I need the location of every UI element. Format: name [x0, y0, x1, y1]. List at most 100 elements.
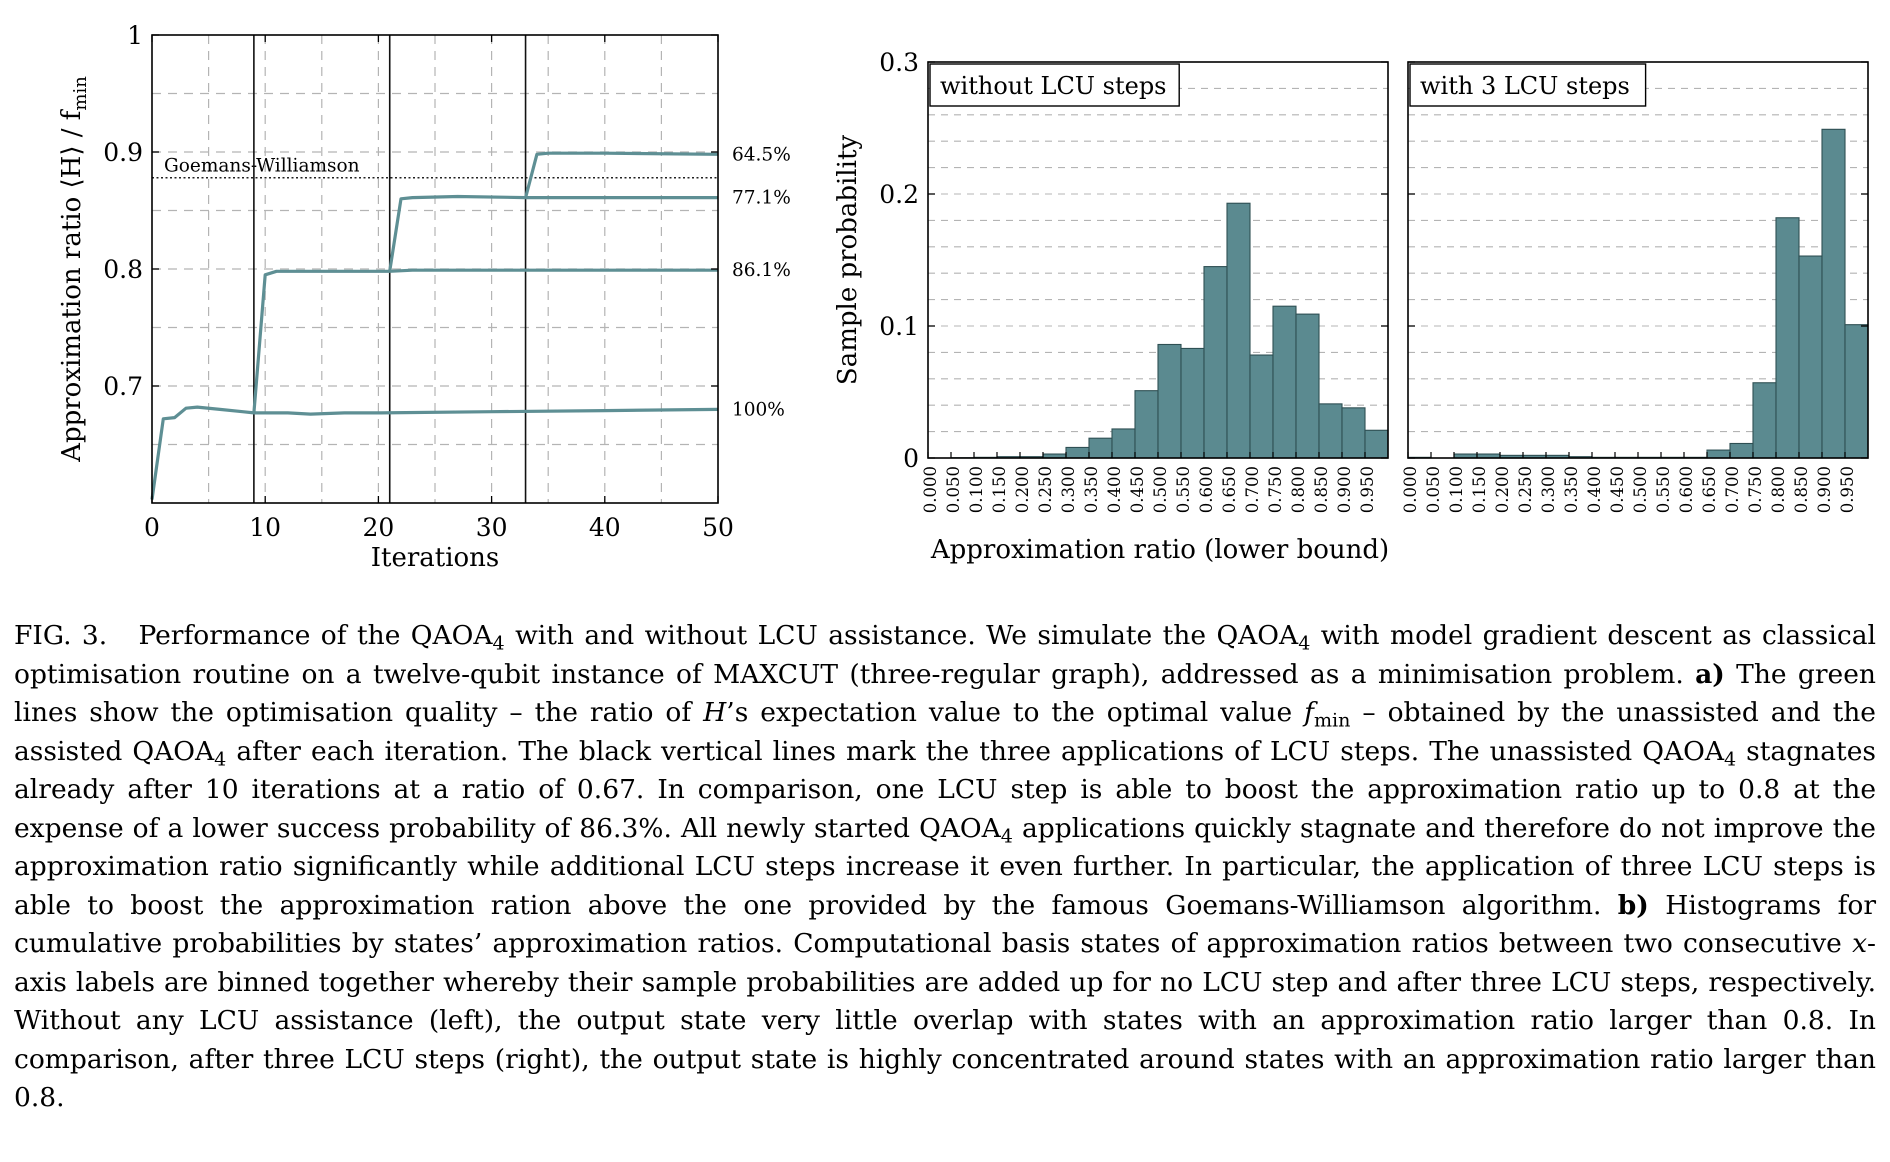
- figure-label: FIG. 3.: [14, 620, 108, 651]
- x-tick-label: 0.650: [1220, 466, 1239, 513]
- x-tick-label: 0.600: [1677, 466, 1696, 513]
- figure-caption: FIG. 3. Performance of the QAOA4 with an…: [14, 617, 1876, 1118]
- x-tick-label: 0.700: [1243, 466, 1262, 513]
- x-tick-label: 0.800: [1769, 466, 1788, 513]
- x-tick-label: 0.350: [1082, 466, 1101, 513]
- caption-text: The green lines show the optimisation qu…: [14, 658, 1876, 729]
- x-tick-label: 0.550: [1174, 466, 1193, 513]
- histogram-bar: [1775, 217, 1800, 459]
- histogram-bar: [1157, 343, 1182, 459]
- caption-part-b-label: b): [1617, 889, 1649, 921]
- x-tick-label: 0.350: [1562, 466, 1581, 513]
- caption-text: – obtained by the unassisted and the ass…: [14, 697, 1876, 767]
- series-line: [524, 151, 719, 199]
- series-line: [388, 194, 718, 272]
- x-tick-label: 0.300: [1059, 466, 1078, 513]
- caption-text: after each iteration. The black vertical…: [226, 735, 1724, 767]
- caption-text: with and without LCU assistance. We simu…: [504, 620, 1299, 651]
- y-axis-label-subscript: min: [70, 76, 91, 111]
- caption-subscript: 4: [1000, 825, 1013, 848]
- panel-title: with 3 LCU steps: [1420, 72, 1630, 100]
- x-tick-label: 0.300: [1539, 466, 1558, 513]
- histogram-bar: [1706, 449, 1731, 459]
- histogram-bar: [1729, 442, 1754, 459]
- histogram-bar: [1111, 428, 1136, 459]
- histogram-bar: [1341, 407, 1366, 459]
- x-tick-label: 0.750: [1266, 466, 1285, 513]
- caption-math: f: [1304, 697, 1314, 728]
- y-tick-label: 0.2: [879, 180, 919, 209]
- x-tick-label: 0.400: [1105, 466, 1124, 513]
- x-tick-label: 0.900: [1815, 466, 1834, 513]
- series-end-label: 77.1%: [732, 188, 791, 209]
- caption-text: with model gradient descent as classical…: [14, 620, 1876, 690]
- panel-title: without LCU steps: [940, 72, 1167, 100]
- caption-subscript: 4: [1298, 632, 1311, 655]
- y-tick-label: 0.8: [103, 255, 143, 284]
- caption-subscript: min: [1313, 709, 1351, 732]
- y-tick-label: 0: [903, 444, 919, 473]
- series-line: [252, 268, 718, 414]
- x-tick-label: 40: [589, 513, 621, 542]
- x-tick-label: 50: [702, 513, 734, 542]
- x-tick-label: 20: [362, 513, 394, 542]
- x-tick-label: 0.750: [1746, 466, 1765, 513]
- caption-math: x: [1852, 928, 1868, 959]
- x-tick-label: 0.650: [1700, 466, 1719, 513]
- series-end-label: 100%: [732, 399, 785, 420]
- x-tick-label: 0.200: [1013, 466, 1032, 513]
- y-tick-label: 1: [127, 21, 143, 50]
- panel-b-histogram-without-lcu: 0 0.1 0.2 0.3 0.000 0.050 0.100 0.150 0.200 0.250…: [833, 48, 1389, 513]
- x-tick-label: 0.150: [1470, 466, 1489, 513]
- histogram-bar: [1364, 429, 1389, 459]
- caption-part-a-label: a): [1695, 658, 1725, 690]
- x-tick-label: 0.800: [1289, 466, 1308, 513]
- histogram-bar: [1088, 437, 1113, 459]
- histogram-bar: [1272, 305, 1297, 459]
- x-tick-label: 0.550: [1654, 466, 1673, 513]
- x-tick-label: 0.850: [1792, 466, 1811, 513]
- x-tick-label: 0.900: [1335, 466, 1354, 513]
- x-tick-label: 0.100: [967, 466, 986, 513]
- histogram-bar: [1134, 390, 1159, 459]
- histogram-bar: [1798, 255, 1823, 459]
- x-tick-label: 0.950: [1838, 466, 1857, 513]
- panel-b-histogram-with-3-lcu: 0.000 0.050 0.100 0.150 0.200 0.250 0.300 0.350…: [1401, 61, 1869, 513]
- y-axis-label-main: Approximation ratio ⟨H⟩ / f: [57, 108, 87, 463]
- caption-text: ’s expectation value to the optimal valu…: [726, 697, 1305, 728]
- x-tick-label: 0.200: [1493, 466, 1512, 513]
- x-tick-label: 0.700: [1723, 466, 1742, 513]
- x-tick-label: 0.600: [1197, 466, 1216, 513]
- caption-subscript: 4: [1723, 748, 1737, 771]
- histogram-bar: [1180, 347, 1205, 459]
- histogram-x-axis-label: Approximation ratio (lower bound): [930, 535, 1389, 565]
- x-tick-label: 30: [476, 513, 508, 542]
- caption-text: applications quickly stagnate and theref…: [14, 812, 1876, 921]
- x-tick-label: 0.100: [1447, 466, 1466, 513]
- goemans-williamson-label: Goemans-Williamson: [164, 156, 360, 177]
- histogram-bar: [1295, 313, 1320, 459]
- histogram-bar: [1249, 354, 1274, 459]
- histogram-bar: [1821, 128, 1846, 459]
- x-tick-label: 10: [249, 513, 281, 542]
- caption-text: Histograms for cumulative probabilities …: [14, 889, 1877, 960]
- x-tick-label: 0.450: [1128, 466, 1147, 513]
- x-axis-label: Iterations: [371, 543, 500, 573]
- x-tick-label: 0.150: [990, 466, 1009, 513]
- caption-subscript: 4: [492, 632, 505, 655]
- x-tick-label: 0.850: [1312, 466, 1331, 513]
- caption-subscript: 4: [214, 748, 227, 771]
- histogram-bar: [1752, 382, 1777, 459]
- y-axis-label: Sample probability: [833, 135, 863, 385]
- caption-text: -axis labels are binned together whereby…: [14, 928, 1876, 1113]
- series-end-label: 64.5%: [732, 144, 791, 165]
- y-tick-label: 0.7: [103, 372, 143, 401]
- histogram-bar: [1226, 202, 1251, 459]
- panel-title-box: [1409, 63, 1647, 107]
- series-end-label: 86.1%: [732, 260, 791, 281]
- caption-text: Performance of the QAOA: [138, 620, 493, 651]
- x-tick-label: 0.450: [1608, 466, 1627, 513]
- y-tick-label: 0.1: [879, 312, 919, 341]
- y-axis-label: Approximation ratio ⟨H⟩ / fmin: [57, 76, 91, 463]
